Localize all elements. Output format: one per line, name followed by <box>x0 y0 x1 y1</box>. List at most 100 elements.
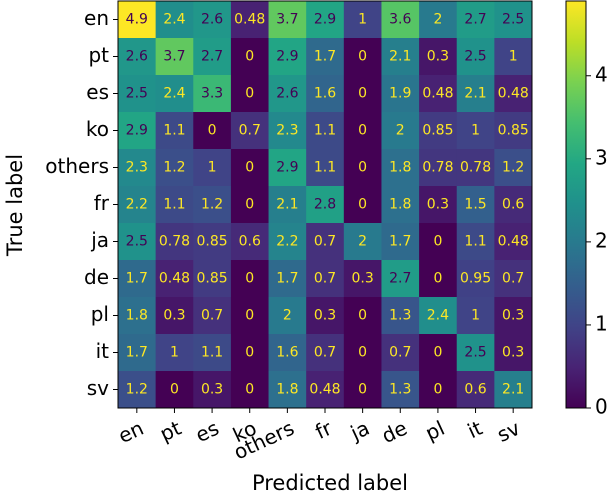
heatmap-cell <box>193 334 232 372</box>
heatmap-cell <box>230 1 270 39</box>
x-tick-label: fr <box>311 415 336 444</box>
heatmap-cell <box>268 149 307 187</box>
cell-label: 0.3 <box>502 308 524 324</box>
heatmap-cell <box>343 297 382 335</box>
heatmap-cell <box>343 1 382 39</box>
heatmap-cell <box>230 112 270 150</box>
cell-label: 0 <box>433 382 442 398</box>
cell-label: 2.4 <box>163 12 185 28</box>
cell-label: 2.6 <box>201 12 223 28</box>
cell-label: 2.2 <box>126 197 148 213</box>
cell-label: 1.2 <box>163 160 185 176</box>
cell-label: 2.9 <box>276 49 298 65</box>
heatmap-cell <box>494 260 533 298</box>
cell-label: 1.6 <box>276 345 298 361</box>
cell-label: 0 <box>245 160 254 176</box>
cell-label: 0 <box>433 271 442 287</box>
heatmap-cell <box>268 1 307 39</box>
cell-label: 3.7 <box>163 49 185 65</box>
heatmap-cell <box>494 186 533 224</box>
cell-label: 2.7 <box>201 49 223 65</box>
cell-label: 0 <box>433 234 442 250</box>
heatmap-cell <box>456 260 495 298</box>
heatmap-cell <box>193 75 232 113</box>
cell-label: 0.48 <box>309 382 340 398</box>
cell-label: 3.6 <box>389 12 411 28</box>
cell-label: 2.7 <box>389 271 411 287</box>
heatmap-cell <box>306 38 345 76</box>
colorbar-tick-label: 2 <box>595 228 608 252</box>
cell-label: 2.9 <box>126 123 148 139</box>
heatmap-cell <box>343 186 382 224</box>
cell-label: 0.48 <box>498 234 529 250</box>
cell-label: 0.7 <box>201 308 223 324</box>
cell-label: 0.85 <box>422 123 453 139</box>
cell-label: 1.2 <box>502 160 524 176</box>
heatmap-cell <box>268 371 307 409</box>
heatmap-cell <box>343 75 382 113</box>
cell-label: 1 <box>358 12 367 28</box>
heatmap-cell <box>306 186 345 224</box>
cell-label: 1 <box>471 123 480 139</box>
cell-label: 1.9 <box>389 86 411 102</box>
cell-label: 0 <box>245 271 254 287</box>
colorbar-tick-label: 4 <box>595 62 608 86</box>
cell-label: 0.7 <box>314 271 336 287</box>
y-tick-label: pt <box>88 43 109 67</box>
cell-label: 0 <box>358 197 367 213</box>
heatmap-cell <box>494 149 533 187</box>
cell-label: 0 <box>245 345 254 361</box>
y-tick-label: de <box>84 265 109 289</box>
cell-label: 1.1 <box>201 345 223 361</box>
heatmap-cell <box>381 1 420 39</box>
cell-label: 1.1 <box>464 234 486 250</box>
heatmap-cell <box>343 149 382 187</box>
cell-label: 2.5 <box>126 86 148 102</box>
colorbar-tick-label: 1 <box>595 311 608 335</box>
heatmap-cell <box>230 223 270 261</box>
cell-label: 0.48 <box>498 86 529 102</box>
heatmap-cell <box>155 297 194 335</box>
cell-label: 0.7 <box>314 234 336 250</box>
colorbar <box>565 0 587 409</box>
cell-label: 2.5 <box>126 234 148 250</box>
cell-label: 2 <box>283 308 292 324</box>
cell-label: 0 <box>170 382 179 398</box>
heatmap-cell <box>306 112 345 150</box>
cell-label: 2.1 <box>276 197 298 213</box>
cell-label: 0.95 <box>460 271 491 287</box>
cell-label: 0 <box>358 86 367 102</box>
heatmap-cell <box>419 38 458 76</box>
heatmap-cell <box>230 38 270 76</box>
heatmap-cell <box>456 223 495 261</box>
cell-label: 0 <box>358 345 367 361</box>
y-tick-label: es <box>86 80 109 104</box>
cell-label: 1.5 <box>464 197 486 213</box>
heatmap-cell <box>268 186 307 224</box>
heatmap-cell <box>193 149 232 187</box>
heatmap-cell <box>494 38 533 76</box>
heatmap-cell <box>118 260 157 298</box>
cell-label: 2.7 <box>464 12 486 28</box>
heatmap-cell <box>155 260 194 298</box>
cell-label: 2.1 <box>502 382 524 398</box>
cell-label: 0.3 <box>352 271 374 287</box>
cell-label: 0.7 <box>314 345 336 361</box>
cell-label: 1.7 <box>276 271 298 287</box>
cell-label: 4.9 <box>126 12 148 28</box>
heatmap-cell <box>118 149 157 187</box>
heatmap-cell <box>193 260 232 298</box>
y-tick-label: pl <box>91 302 109 326</box>
heatmap-cell <box>118 371 157 409</box>
cell-label: 1.7 <box>126 345 148 361</box>
cell-label: 1.7 <box>314 49 336 65</box>
y-tick-label: en <box>84 6 109 30</box>
cell-label: 1.2 <box>126 382 148 398</box>
cell-label: 1 <box>170 345 179 361</box>
heatmap-cell <box>230 334 270 372</box>
cell-label: 0.85 <box>498 123 529 139</box>
heatmap-cell <box>381 149 420 187</box>
heatmap-cell <box>419 297 458 335</box>
cell-label: 2 <box>433 12 442 28</box>
heatmap-cell <box>268 334 307 372</box>
